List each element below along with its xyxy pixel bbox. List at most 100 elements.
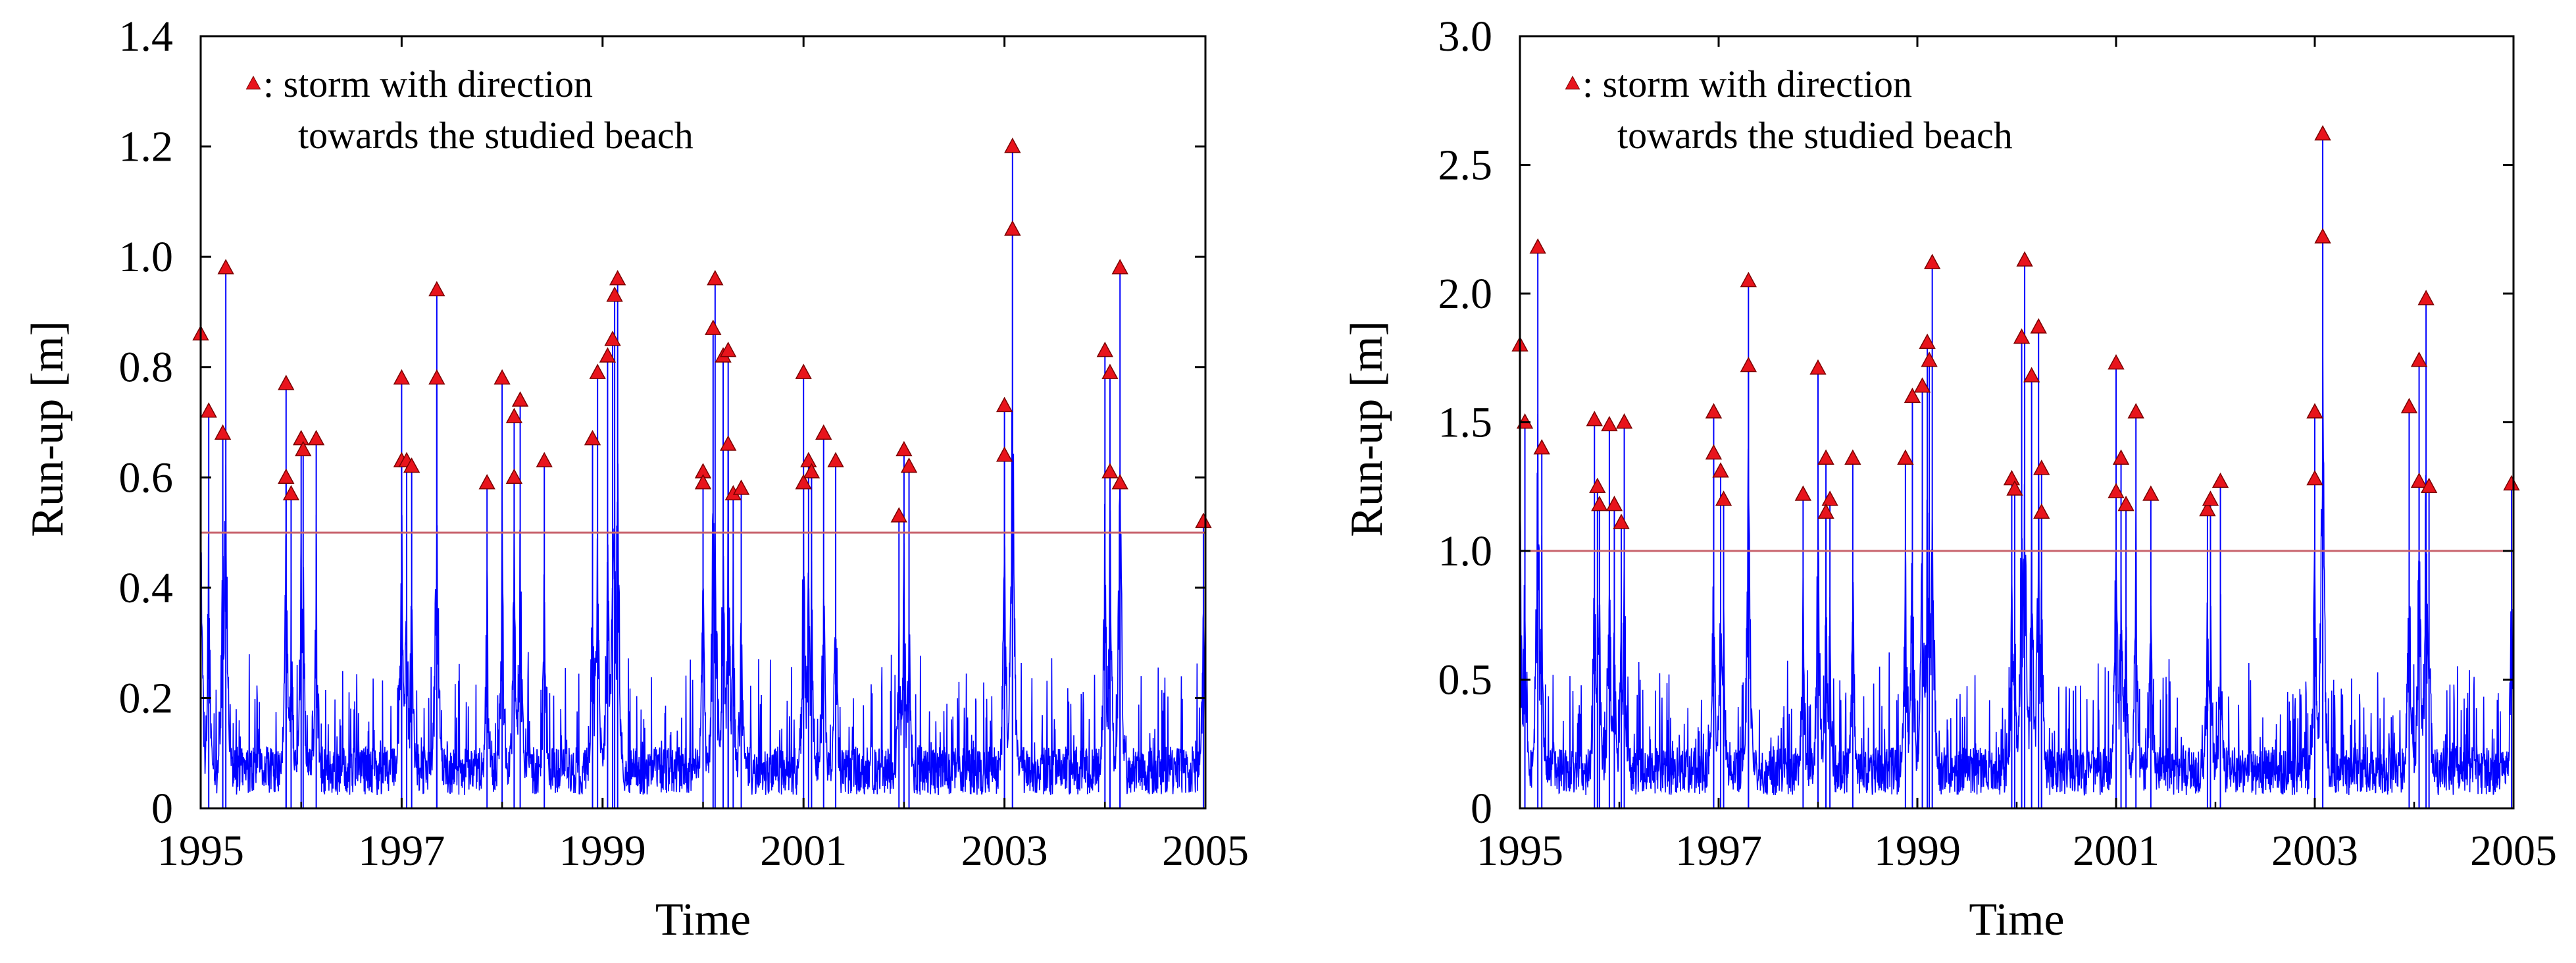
storm-marker-14	[1715, 490, 1732, 506]
storm-marker-21	[1817, 503, 1834, 519]
storm-marker-18	[1809, 359, 1827, 375]
storm-marker-20	[1821, 490, 1838, 506]
x-tick-label: 1999	[559, 827, 646, 875]
y-tick-label: 3.0	[1438, 13, 1493, 61]
storm-marker-29	[694, 474, 712, 490]
y-tick-label: 2.0	[1438, 270, 1493, 318]
storm-marker-20	[505, 468, 523, 484]
y-tick-label: 0	[151, 785, 173, 833]
legend-triangle-icon	[1565, 75, 1580, 90]
storm-marker-30	[2006, 480, 2023, 496]
legend-triangle-icon	[245, 75, 261, 90]
y-tick-label: 0	[1471, 785, 1492, 833]
storm-marker-30	[705, 319, 722, 335]
x-tick-label: 2005	[1162, 827, 1249, 875]
storm-marker-16	[1740, 356, 1757, 373]
storm-marker-27	[609, 270, 626, 286]
storm-marker-47	[996, 446, 1013, 462]
storm-marker-15	[428, 369, 445, 385]
storm-marker-44	[896, 440, 913, 457]
y-tick-label: 0.8	[119, 344, 174, 392]
storm-marker-45	[2211, 472, 2229, 488]
y-tick-label: 0.4	[119, 564, 174, 612]
storm-marker-6	[282, 484, 300, 501]
storm-marker-2	[217, 259, 234, 274]
x-tick-label: 2001	[760, 827, 847, 875]
storm-marker-9	[1615, 413, 1633, 429]
storm-marker-53	[1111, 259, 1128, 274]
storm-marker-47	[2306, 469, 2323, 486]
storm-marker-26	[1919, 333, 1936, 350]
y-axis-label: Run-up [m]	[1342, 321, 1392, 537]
storm-marker-41	[2127, 403, 2144, 419]
storm-marker-33	[2023, 367, 2040, 382]
storm-marker-11	[1705, 403, 1723, 419]
storm-marker-16	[478, 474, 495, 490]
storm-marker-54	[2420, 477, 2438, 493]
storm-marker-51	[1101, 363, 1119, 379]
storm-marker-31	[2013, 328, 2031, 344]
x-tick-label: 1997	[358, 827, 445, 875]
storm-marker-5	[278, 468, 295, 484]
storm-marker-39	[800, 452, 817, 467]
storm-marker-23	[589, 363, 606, 379]
storm-marker-36	[732, 479, 750, 495]
storm-marker-12	[1705, 444, 1723, 460]
y-tick-label: 2.5	[1438, 142, 1493, 190]
x-tick-label: 2005	[2470, 827, 2557, 875]
storm-marker-41	[815, 424, 832, 440]
legend: : storm with direction towards the studi…	[244, 63, 694, 157]
storm-marker-45	[900, 457, 918, 473]
y-tick-label: 0.6	[119, 454, 174, 502]
storm-marker-28	[1923, 253, 1941, 269]
runup-chart-left: 0 0.2 0.4 0.6 0.8 1.0 1.2 1.4 1995 1997 1999 2001 20…	[22, 13, 1249, 945]
storm-marker-34	[720, 435, 737, 451]
storm-marker-50	[2400, 398, 2418, 413]
storm-marker-10	[393, 369, 411, 385]
storm-marker-37	[2108, 353, 2125, 370]
storm-marker-25	[604, 330, 621, 346]
storm-marker-22	[584, 430, 601, 446]
storm-marker-38	[2108, 482, 2125, 498]
storm-marker-31	[707, 270, 724, 286]
x-axis-label: Time	[1969, 895, 2064, 945]
legend: : storm with direction towards the studi…	[1563, 63, 2013, 157]
y-tick-label: 1.5	[1438, 399, 1493, 447]
runup-chart-right: 0 0.5 1.0 1.5 2.0 2.5 3.0 1995 1997 1999 2001 2003 2…	[1342, 13, 2557, 945]
x-tick-label: 2003	[961, 827, 1048, 875]
storm-marker-13	[403, 457, 420, 473]
storm-marker-37	[795, 363, 812, 379]
storm-marker-52	[2410, 472, 2428, 488]
storm-marker-3	[1533, 439, 1550, 455]
storm-marker-55	[1195, 512, 1212, 529]
storm-marker-24	[1904, 387, 1921, 403]
storm-marker-34	[2030, 318, 2047, 334]
storm-marker-43	[890, 507, 907, 523]
x-tick-label: 1999	[1874, 827, 1961, 875]
storm-marker-29	[2003, 469, 2021, 486]
storm-marker-46	[2306, 403, 2323, 419]
x-axis-label: Time	[655, 895, 751, 945]
storm-marker-18	[505, 407, 523, 423]
legend-text-line2: towards the studied beach	[298, 114, 694, 157]
storm-marker-14	[428, 280, 445, 297]
storm-marker-54	[1111, 474, 1128, 490]
storm-marker-51	[2410, 351, 2428, 367]
storm-marker-5	[1589, 477, 1606, 493]
storm-marker-3	[214, 424, 232, 440]
x-tick-label: 1997	[1675, 827, 1762, 875]
storm-marker-17	[1794, 485, 1812, 501]
runup-series-line	[1519, 341, 2514, 796]
storm-marker-52	[1101, 463, 1119, 479]
storm-marker-35	[2033, 459, 2050, 475]
legend-text-line1: : storm with direction	[1563, 63, 1912, 105]
storm-marker-44	[2202, 490, 2219, 506]
storm-marker-49	[1004, 220, 1021, 236]
legend-text-line1: : storm with direction	[244, 63, 593, 105]
storm-marker-21	[536, 452, 553, 467]
storm-marker-36	[2033, 503, 2050, 519]
storm-marker-17	[493, 369, 511, 385]
storm-marker-43	[2199, 500, 2216, 517]
storm-marker-46	[996, 396, 1013, 413]
